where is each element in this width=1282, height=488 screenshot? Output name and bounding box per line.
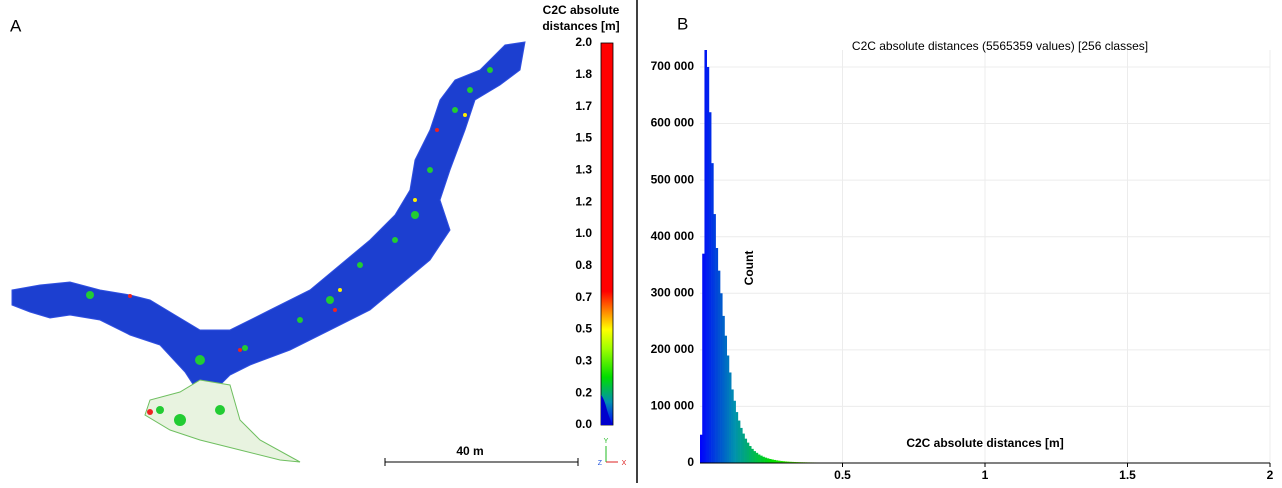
y-tick-label: 300 000: [651, 285, 695, 299]
colorbar-title: C2C absolute: [543, 3, 620, 17]
bar: [767, 458, 770, 463]
y-tick-label: 400 000: [651, 229, 695, 243]
colorbar-tick-label: 0.3: [575, 354, 592, 368]
x-tick-label: 1: [982, 468, 989, 482]
bar: [740, 428, 743, 463]
bar: [771, 459, 774, 463]
panel-label: A: [10, 16, 22, 35]
bar: [700, 435, 703, 463]
bar: [751, 449, 754, 463]
bar: [760, 456, 763, 463]
axis-label: Y: [604, 438, 609, 445]
axis-label: X: [622, 460, 627, 467]
bar: [736, 412, 739, 463]
colorbar-title: distances [m]: [542, 19, 619, 33]
colorbar-tick-label: 0.7: [575, 290, 592, 304]
x-tick-label: 0.5: [834, 468, 851, 482]
grid: [700, 50, 1270, 463]
river-cloud: [12, 42, 525, 395]
colorbar-ticks: 2.0 1.8 1.7 1.5 1.3 1.2 1.0 0.8 0.7 0.5 0.3 0.2 0.0: [575, 35, 592, 431]
page: {"panel_labels": ["A", "B"], "map": { "c…: [0, 0, 1282, 483]
bar: [749, 446, 752, 463]
chart-title: C2C absolute distances (5565359 values) …: [852, 39, 1148, 53]
colorbar-tick-label: 1.8: [575, 67, 592, 81]
colorbar-tick-label: 0.8: [575, 258, 592, 272]
delta-cloud: [145, 380, 300, 462]
y-tick-label: 600 000: [651, 116, 695, 130]
bar: [704, 50, 707, 463]
bar: [713, 214, 716, 463]
scale-bar: [385, 458, 578, 466]
bar: [738, 421, 741, 463]
bar: [769, 459, 772, 463]
bar: [718, 271, 721, 463]
axis-tripod: Y Z X: [598, 438, 627, 467]
x-tick-label: 2: [1267, 468, 1274, 482]
bar: [709, 112, 712, 463]
colorbar-tick-label: 0.0: [575, 417, 592, 431]
x-axis-label: C2C absolute distances [m]: [906, 436, 1063, 450]
y-tick-label: 0: [687, 455, 694, 469]
bar: [756, 453, 759, 463]
bar: [724, 336, 727, 463]
x-tick-label: 1.5: [1119, 468, 1136, 482]
bar: [762, 457, 765, 463]
bar: [758, 455, 761, 463]
y-axis-label: Count: [742, 251, 756, 286]
colorbar-tick-label: 1.2: [575, 194, 592, 208]
bar: [702, 254, 705, 463]
figure: A B C2C absolute distances [m] 2.0 1.8 1.7…: [0, 0, 1282, 483]
point-cloud: [12, 42, 525, 462]
scale-bar-label: 40 m: [456, 444, 483, 458]
colorbar-tick-label: 1.3: [575, 163, 592, 177]
bar: [733, 401, 736, 463]
y-tick-label: 200 000: [651, 342, 695, 356]
colorbar-tick-label: 0.5: [575, 322, 592, 336]
colorbar-tick-label: 0.2: [575, 385, 592, 399]
bar: [729, 372, 732, 463]
colorbar-tick-label: 1.0: [575, 226, 592, 240]
colorbar-tick-label: 1.5: [575, 131, 592, 145]
y-tick-label: 500 000: [651, 172, 695, 186]
bar: [727, 356, 730, 463]
axis-label: Z: [598, 460, 603, 467]
y-tick-label: 700 000: [651, 59, 695, 73]
bar: [707, 67, 710, 463]
bar: [765, 458, 768, 463]
bar: [747, 443, 750, 463]
panel-label: B: [677, 14, 688, 33]
y-tick-label: 100 000: [651, 399, 695, 413]
bar: [722, 316, 725, 463]
bar: [711, 163, 714, 463]
bar: [720, 293, 723, 463]
bar: [753, 451, 756, 463]
colorbar: [601, 43, 613, 425]
bar: [731, 389, 734, 463]
bar: [716, 248, 719, 463]
colorbar-tick-label: 2.0: [575, 35, 592, 49]
bar: [742, 434, 745, 463]
colorbar-tick-label: 1.7: [575, 99, 592, 113]
bar: [745, 439, 748, 463]
